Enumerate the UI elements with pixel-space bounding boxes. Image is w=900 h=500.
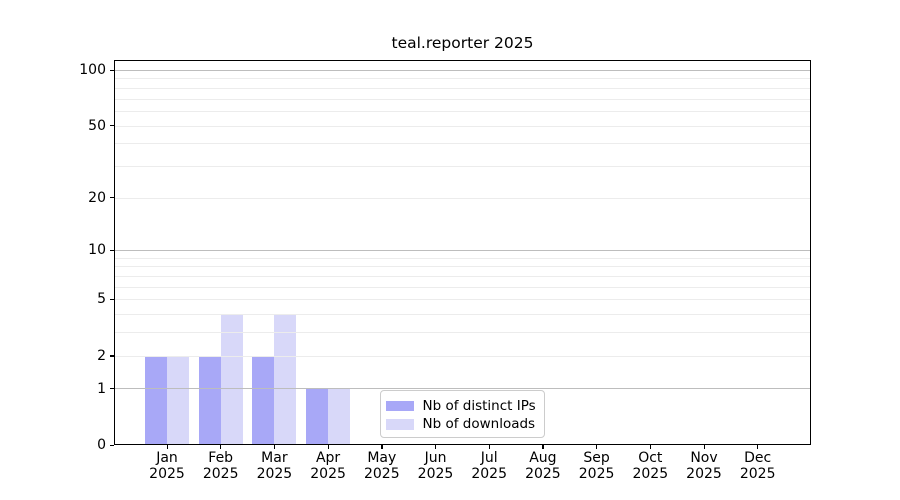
bar-downloads [328,388,351,445]
minor-gridline [114,299,811,301]
x-tick-mark [703,445,705,449]
legend-item-downloads: Nb of downloads [385,415,544,434]
minor-gridline [114,355,811,357]
y-tick-mark [110,355,114,357]
x-tick-label: Nov 2025 [686,450,722,482]
legend-swatch-downloads [385,419,414,430]
major-gridline [114,249,811,251]
minor-gridline [114,87,811,89]
y-tick-mark [110,388,114,390]
minor-gridline [114,143,811,145]
y-tick-mark [110,298,114,301]
y-tick-mark [110,69,114,71]
y-tick-label: 50 [88,117,106,134]
major-gridline [114,388,811,390]
minor-gridline [114,165,811,167]
x-tick-label: Feb 2025 [202,450,239,482]
x-tick-mark [273,445,276,449]
x-tick-label: Mar 2025 [256,450,293,482]
x-tick-label: Jun 2025 [417,450,454,482]
minor-gridline [114,125,811,127]
x-tick-mark [435,445,437,449]
minor-gridline [114,276,811,278]
x-tick-label: Oct 2025 [632,450,669,482]
legend-label-distinct-ips: Nb of distinct IPs [422,397,536,414]
minor-gridline [114,78,811,80]
y-tick-mark [110,125,114,127]
x-tick-mark [542,445,544,449]
y-tick-label: 2 [97,347,106,364]
bar-distinct-ips [306,388,329,445]
minor-gridline [114,332,811,334]
bar-distinct-ips [145,355,167,445]
x-tick-label: Jul 2025 [471,450,507,482]
x-tick-label: Dec 2025 [739,450,776,482]
y-tick-mark [110,249,114,251]
chart-title: teal.reporter 2025 [391,34,534,52]
x-tick-mark [757,445,759,449]
minor-gridline [114,286,811,288]
x-tick-label: Aug 2025 [525,450,561,482]
y-tick-label: 1 [97,380,106,397]
y-tick-label: 0 [97,437,106,453]
y-tick-label: 5 [97,291,106,308]
minor-gridline [114,98,811,100]
minor-gridline [114,197,811,199]
minor-gridline [114,266,811,268]
legend-label-downloads: Nb of downloads [422,416,536,433]
minor-gridline [114,110,811,112]
x-tick-label: May 2025 [363,450,400,482]
y-tick-label: 20 [88,189,106,206]
bar-distinct-ips [252,355,275,445]
y-tick-label: 10 [88,242,106,259]
x-tick-mark [596,445,598,449]
x-tick-mark [220,445,222,449]
y-tick-label: 100 [79,62,106,78]
bar-distinct-ips [198,355,221,445]
legend-item-distinct-ips: Nb of distinct IPs [385,397,544,416]
legend: Nb of distinct IPs Nb of downloads [379,389,545,438]
bar-downloads [274,314,297,445]
bar-downloads [220,314,243,445]
x-tick-mark [327,445,329,449]
x-tick-mark [166,445,168,449]
major-gridline [114,69,811,71]
x-tick-mark [488,445,490,449]
x-tick-label: Sep 2025 [578,450,615,482]
x-tick-mark [649,445,652,449]
x-tick-label: Apr 2025 [310,450,346,482]
minor-gridline [114,257,811,259]
y-tick-mark [110,197,114,199]
minor-gridline [114,314,811,316]
x-tick-mark [381,445,383,449]
legend-swatch-distinct-ips [385,400,414,411]
bar-downloads [167,355,189,445]
x-tick-label: Jan 2025 [149,450,185,482]
y-tick-mark [110,444,114,446]
